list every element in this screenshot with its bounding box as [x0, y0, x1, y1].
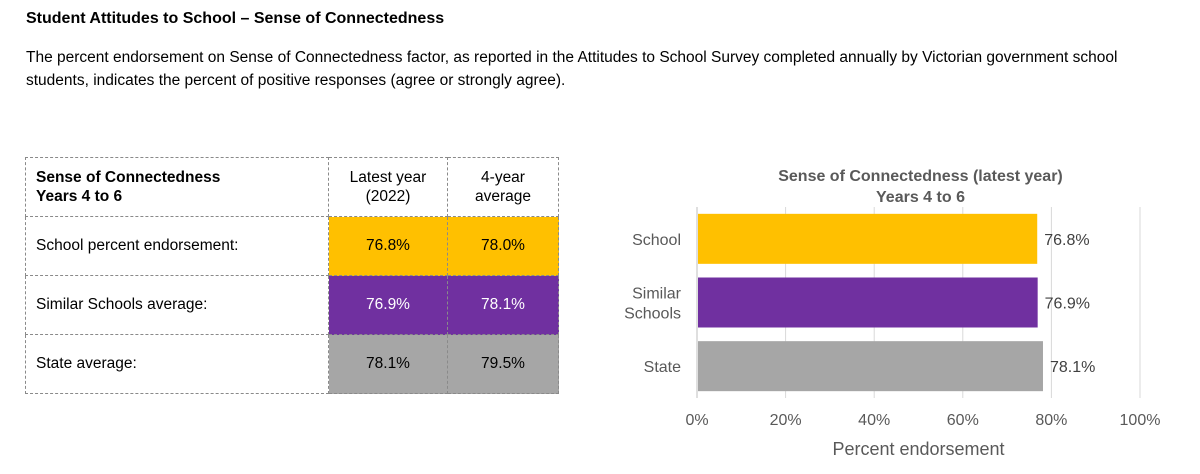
- table-header-years: Years 4 to 6: [36, 188, 123, 205]
- row-label-similar: Similar Schools average:: [25, 275, 329, 335]
- x-tick-label: 80%: [1035, 412, 1067, 429]
- category-label: Similar: [632, 286, 682, 303]
- table-header-latest: Latest year (2022): [328, 157, 448, 217]
- category-label: School: [632, 232, 681, 249]
- bar: [698, 341, 1043, 392]
- table-row: Similar Schools average: 76.9% 78.1%: [25, 275, 559, 335]
- table-header-average: 4-year average: [447, 157, 559, 217]
- x-tick-label: 100%: [1120, 412, 1161, 429]
- description-text: The percent endorsement on Sense of Conn…: [26, 49, 1118, 89]
- table-header-label: Sense of Connectedness Years 4 to 6: [25, 157, 329, 217]
- row-label-school: School percent endorsement:: [25, 216, 329, 276]
- x-tick-label: 40%: [858, 412, 890, 429]
- table-row: School percent endorsement: 76.8% 78.0%: [25, 216, 559, 276]
- category-label: Schools: [624, 306, 681, 323]
- latest-line2: (2022): [365, 188, 411, 205]
- row-label-state: State average:: [25, 334, 329, 394]
- table-row: State average: 78.1% 79.5%: [25, 334, 559, 394]
- similar-average-cell: 78.1%: [447, 275, 559, 335]
- x-axis-label: Percent endorsement: [832, 439, 1004, 459]
- state-average-cell: 79.5%: [447, 334, 559, 394]
- latest-line1: Latest year: [349, 169, 427, 186]
- chart-subtitle: Years 4 to 6: [876, 189, 965, 206]
- connectedness-bar-chart: Sense of Connectedness (latest year) Year…: [624, 168, 1161, 459]
- x-tick-label: 60%: [947, 412, 979, 429]
- chart-title: Sense of Connectedness (latest year): [778, 168, 1063, 185]
- table-header-title: Sense of Connectedness: [36, 169, 221, 186]
- school-average-cell: 78.0%: [447, 216, 559, 276]
- school-latest-cell: 76.8%: [328, 216, 448, 276]
- bar-value-label: 78.1%: [1050, 359, 1095, 376]
- similar-latest-cell: 76.9%: [328, 275, 448, 335]
- average-line2: average: [474, 188, 531, 205]
- page-heading: Student Attitudes to School – Sense of C…: [26, 10, 445, 27]
- average-line1: 4-year: [481, 169, 525, 186]
- bar: [698, 277, 1038, 328]
- x-tick-label: 20%: [770, 412, 802, 429]
- bar: [698, 213, 1038, 264]
- x-tick-label: 0%: [685, 412, 708, 429]
- bar-value-label: 76.9%: [1045, 296, 1090, 313]
- table-header-row: Sense of Connectedness Years 4 to 6 Late…: [25, 157, 559, 217]
- category-label: State: [644, 359, 681, 376]
- results-table: Sense of Connectedness Years 4 to 6 Late…: [25, 157, 559, 394]
- bar-value-label: 76.8%: [1044, 232, 1089, 249]
- state-latest-cell: 78.1%: [328, 334, 448, 394]
